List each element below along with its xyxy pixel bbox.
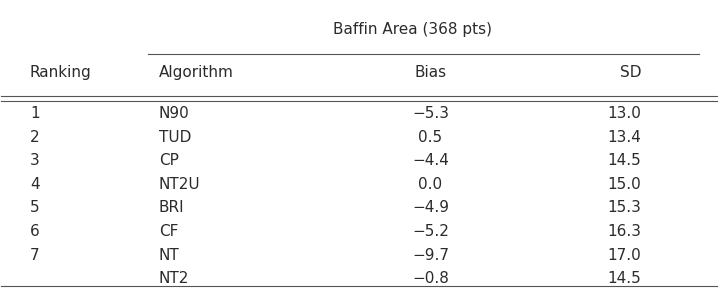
Text: −5.2: −5.2 <box>412 224 449 239</box>
Text: 15.3: 15.3 <box>607 200 641 215</box>
Text: Baffin Area (368 pts): Baffin Area (368 pts) <box>333 22 492 37</box>
Text: TUD: TUD <box>159 130 191 145</box>
Text: NT2: NT2 <box>159 271 189 286</box>
Text: N90: N90 <box>159 106 190 121</box>
Text: 0.5: 0.5 <box>419 130 442 145</box>
Text: 7: 7 <box>30 247 39 263</box>
Text: 14.5: 14.5 <box>607 271 641 286</box>
Text: 17.0: 17.0 <box>607 247 641 263</box>
Text: 14.5: 14.5 <box>607 153 641 168</box>
Text: 5: 5 <box>30 200 39 215</box>
Text: 16.3: 16.3 <box>607 224 641 239</box>
Text: Algorithm: Algorithm <box>159 64 233 80</box>
Text: NT2U: NT2U <box>159 177 200 192</box>
Text: −9.7: −9.7 <box>412 247 449 263</box>
Text: 4: 4 <box>30 177 39 192</box>
Text: 3: 3 <box>30 153 39 168</box>
Text: 15.0: 15.0 <box>607 177 641 192</box>
Text: 0.0: 0.0 <box>419 177 442 192</box>
Text: −4.4: −4.4 <box>412 153 449 168</box>
Text: 6: 6 <box>30 224 39 239</box>
Text: Ranking: Ranking <box>30 64 92 80</box>
Text: −0.8: −0.8 <box>412 271 449 286</box>
Text: NT: NT <box>159 247 180 263</box>
Text: 1: 1 <box>30 106 39 121</box>
Text: 13.4: 13.4 <box>607 130 641 145</box>
Text: 2: 2 <box>30 130 39 145</box>
Text: 13.0: 13.0 <box>607 106 641 121</box>
Text: SD: SD <box>620 64 641 80</box>
Text: CF: CF <box>159 224 178 239</box>
Text: BRI: BRI <box>159 200 185 215</box>
Text: −4.9: −4.9 <box>412 200 449 215</box>
Text: CP: CP <box>159 153 179 168</box>
Text: −5.3: −5.3 <box>412 106 449 121</box>
Text: Bias: Bias <box>414 64 447 80</box>
